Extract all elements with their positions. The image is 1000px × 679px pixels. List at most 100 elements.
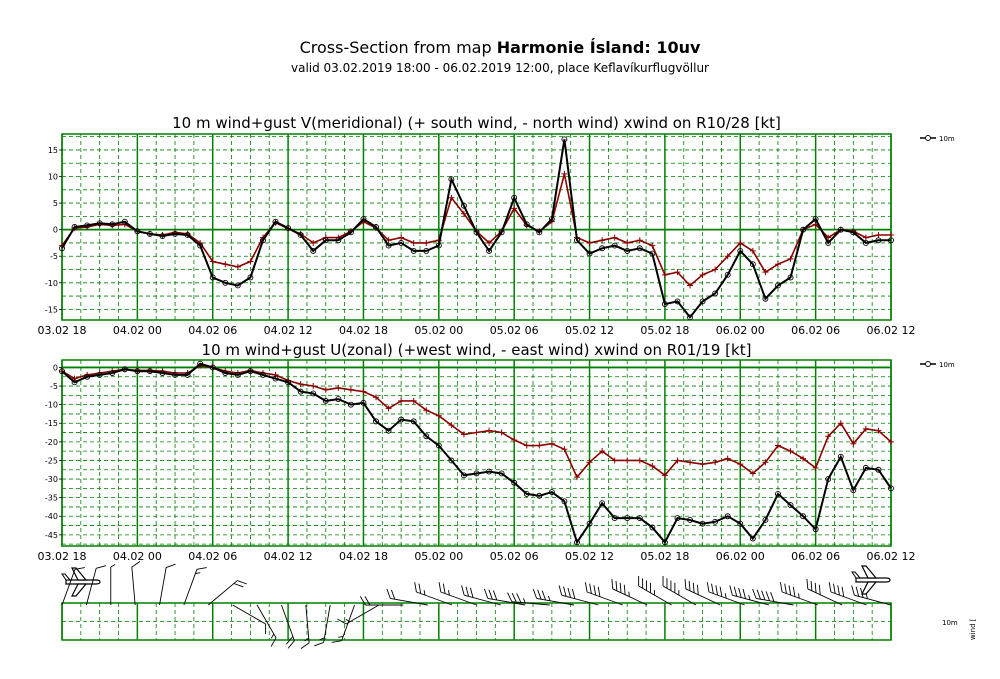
wind-barb-feather	[788, 585, 792, 596]
wind-barb-feather	[589, 583, 592, 594]
wind-point	[197, 360, 204, 367]
wind-barb-staff	[305, 604, 310, 643]
wind-barb-feather	[806, 578, 809, 589]
wind-point	[460, 472, 467, 479]
wind-point	[96, 220, 103, 227]
wind-point	[134, 368, 141, 375]
gust-point	[724, 455, 731, 462]
wind-barb-feather	[287, 640, 295, 649]
wind-barb-feather	[833, 583, 836, 594]
wind-barb-staff	[708, 591, 745, 606]
wind-barb-feather	[390, 589, 396, 600]
wind-point	[410, 418, 417, 425]
gust-point	[247, 258, 254, 265]
gust-point	[712, 266, 719, 273]
plane-body	[855, 577, 891, 583]
wind-barb-feather	[563, 586, 567, 597]
wind-barb-feather	[567, 587, 571, 598]
wind-point	[385, 242, 392, 249]
x-tick-label: 03.02 18	[38, 324, 87, 337]
wind-barb-feather	[733, 586, 738, 597]
wind-point	[862, 239, 869, 246]
wind-barb-feather	[461, 585, 465, 596]
gust-point	[712, 459, 719, 466]
gust-point	[561, 170, 568, 177]
wind-point	[297, 388, 304, 395]
gust-point	[385, 405, 392, 412]
gust-point	[800, 455, 807, 462]
wind-point	[498, 229, 505, 236]
x-tick-label: 06.02 12	[867, 324, 916, 337]
wind-barb-feather	[756, 589, 761, 600]
subtitle: valid 03.02.2019 18:00 - 06.02.2019 12:0…	[290, 61, 709, 75]
wind-barb-staff	[586, 591, 623, 606]
gust-point	[486, 427, 493, 434]
wind-barb-staff	[256, 604, 277, 639]
wind-barb-feather	[810, 580, 813, 591]
x-tick-label: 06.02 06	[791, 324, 840, 337]
wind-barb-feather	[571, 588, 576, 599]
wind-barb-staff	[511, 601, 550, 606]
wind-barb-feather	[715, 585, 719, 596]
wind-point	[875, 466, 882, 473]
plane-wing	[861, 581, 878, 595]
gust-point	[71, 375, 78, 382]
wind-point	[448, 457, 455, 464]
wind-point	[762, 295, 769, 302]
wind-barb-feather	[851, 585, 855, 596]
wind-barb-feather	[110, 564, 116, 568]
gust-point	[486, 239, 493, 246]
gust-point	[423, 239, 430, 246]
gust-point	[448, 422, 455, 429]
gust-point	[611, 457, 618, 464]
wind-point	[84, 373, 91, 380]
gust-point	[850, 440, 857, 447]
wind-point	[335, 237, 342, 244]
wind-point	[121, 218, 128, 225]
wind-point	[121, 366, 128, 373]
wind-point	[347, 229, 354, 236]
wind-barb-feather	[483, 588, 489, 599]
x-tick-label: 06.02 12	[867, 550, 916, 563]
y-tick-label: -35	[45, 494, 58, 503]
wind-barb-feather	[319, 637, 325, 641]
gust-point	[862, 234, 869, 241]
x-tick-label: 04.02 12	[264, 550, 313, 563]
wind-barb-staff	[131, 567, 136, 606]
wind-point	[272, 375, 279, 382]
wind-barb-feather	[770, 592, 775, 602]
wind-point	[674, 298, 681, 305]
wind-point	[661, 539, 668, 546]
gust-point	[586, 459, 593, 466]
wind-barb-feather	[784, 583, 787, 594]
x-tick-label: 04.02 18	[339, 324, 388, 337]
x-tick-label: 04.02 18	[339, 550, 388, 563]
y-tick-label: 0	[53, 226, 58, 235]
wind-barb-feather	[165, 563, 176, 569]
wind-barb-feather	[74, 567, 85, 570]
wind-barb-feather	[692, 582, 695, 593]
wind-barb-feather	[748, 594, 751, 601]
gust-point	[724, 253, 731, 260]
wind-point	[222, 279, 229, 286]
wind-point	[511, 194, 518, 201]
wind-point	[699, 520, 706, 527]
wind-point	[435, 442, 442, 449]
main-title-prefix: Cross-Section from map	[299, 38, 497, 57]
x-tick-label: 05.02 18	[640, 550, 689, 563]
wind-barb-staff	[85, 568, 97, 606]
wind-point	[360, 399, 367, 406]
wind-point	[837, 226, 844, 233]
plane-wing	[861, 565, 878, 579]
y-tick-label: -5	[50, 252, 58, 261]
wind-barb-feather	[828, 582, 832, 593]
gust-point	[410, 397, 417, 404]
y-tick-label: -45	[45, 531, 58, 540]
y-tick-label: -10	[45, 279, 58, 288]
wind-point	[84, 222, 91, 229]
wind-point	[310, 390, 317, 397]
gust-point	[561, 446, 568, 453]
wind-point	[825, 239, 832, 246]
wind-point	[335, 396, 342, 403]
